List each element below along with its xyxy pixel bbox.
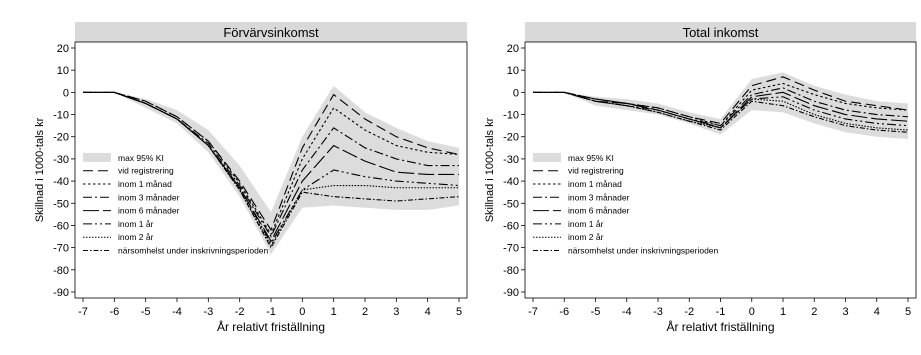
legend-label-inom-1-ar: inom 1 år [118, 219, 154, 229]
chart-title: Total inkomst [683, 25, 759, 40]
x-tick-label: 0 [749, 306, 755, 318]
legend-label-band: max 95% KI [118, 153, 164, 163]
legend-label-narsomhelst-under-inskrivningsperioden: närsomhelst under inskrivningsperioden [568, 246, 719, 256]
series-line-inom-2-ar [83, 91, 459, 247]
y-tick-label: -70 [503, 243, 519, 255]
series-line-narsomhelst-under-inskrivningsperioden [533, 91, 909, 133]
legend-label-vid-registrering: vid registrering [568, 166, 624, 176]
y-tick-label: -90 [53, 287, 69, 299]
x-tick-label: -4 [172, 306, 182, 318]
x-tick-label: -4 [622, 306, 632, 318]
x-tick-label: 4 [874, 306, 880, 318]
y-tick-label: -50 [53, 198, 69, 210]
y-tick-label: -70 [53, 243, 69, 255]
y-tick-label: -30 [53, 154, 69, 166]
confidence-band [533, 72, 908, 139]
y-tick-label: -20 [53, 132, 69, 144]
legend-label-inom-1-ar: inom 1 år [568, 219, 604, 229]
x-tick-label: 5 [456, 306, 462, 318]
x-tick-label: -5 [591, 306, 601, 318]
series-line-inom-1-manad [83, 91, 460, 236]
x-tick-label: 1 [780, 306, 786, 318]
legend-label-inom-1-manad: inom 1 månad [118, 179, 172, 189]
confidence-band [83, 85, 459, 255]
y-tick-label: 20 [57, 43, 69, 55]
x-tick-label: -1 [266, 306, 276, 318]
legend-label-vid-registrering: vid registrering [118, 166, 174, 176]
x-tick-label: 2 [362, 306, 368, 318]
x-tick-label: -5 [141, 306, 151, 318]
legend-label-inom-1-manad: inom 1 månad [568, 179, 622, 189]
legend-swatch-band [533, 152, 561, 162]
y-tick-label: 20 [507, 43, 519, 55]
y-tick-label: -30 [503, 154, 519, 166]
x-tick-label: 0 [299, 306, 305, 318]
y-tick-label: 10 [507, 65, 519, 77]
x-tick-label: -3 [203, 306, 213, 318]
legend-label-narsomhelst-under-inskrivningsperioden: närsomhelst under inskrivningsperioden [118, 246, 269, 256]
y-tick-label: -40 [503, 176, 519, 188]
x-tick-label: 5 [905, 306, 911, 318]
y-tick-label: 0 [63, 87, 69, 99]
x-tick-label: -6 [109, 306, 119, 318]
legend-label-inom-2-ar: inom 2 år [118, 232, 154, 242]
x-tick-label: -2 [235, 306, 245, 318]
panel-forvarvsinkomst: Förvärvsinkomst20100-10-20-30-40-50-60-7… [34, 22, 468, 334]
y-tick-label: -10 [53, 110, 69, 122]
x-tick-label: 1 [331, 306, 337, 318]
y-axis-label: Skillnad i 1000-tals kr [34, 117, 46, 222]
x-tick-label: -2 [684, 306, 694, 318]
legend-label-band: max 95% KI [568, 153, 614, 163]
y-tick-label: -40 [53, 176, 69, 188]
x-tick-label: -7 [528, 306, 538, 318]
series-line-inom-1-ar [533, 91, 909, 129]
panel-total-inkomst: Total inkomst20100-10-20-30-40-50-60-70-… [484, 22, 917, 334]
legend-swatch-band [83, 152, 111, 162]
y-axis-label: Skillnad i 1000-tals kr [484, 117, 496, 222]
y-tick-label: -60 [53, 220, 69, 232]
x-axis-label: År relativt friställning [666, 319, 774, 334]
title-bar [525, 22, 916, 42]
y-tick-label: -50 [503, 198, 519, 210]
y-tick-label: -10 [503, 110, 519, 122]
legend-label-inom-3-manader: inom 3 månader [118, 192, 180, 202]
y-tick-label: -20 [503, 132, 519, 144]
series-line-inom-1-ar [83, 91, 460, 245]
title-bar [75, 22, 467, 42]
series-line-inom-3-manader [533, 87, 909, 127]
x-tick-label: -6 [559, 306, 569, 318]
x-tick-label: 4 [425, 306, 431, 318]
x-tick-label: -7 [78, 306, 88, 318]
y-tick-label: -80 [503, 265, 519, 277]
legend-label-inom-6-manader: inom 6 månader [568, 206, 630, 216]
y-tick-label: -60 [503, 220, 519, 232]
x-tick-label: -1 [716, 306, 726, 318]
chart-title: Förvärvsinkomst [223, 25, 319, 40]
legend-label-inom-2-ar: inom 2 år [568, 232, 604, 242]
legend-label-inom-3-manader: inom 3 månader [568, 192, 630, 202]
legend-label-inom-6-manader: inom 6 månader [118, 206, 180, 216]
series-line-narsomhelst-under-inskrivningsperioden [83, 91, 460, 249]
y-tick-label: 10 [57, 65, 69, 77]
y-tick-label: -80 [53, 265, 69, 277]
x-axis-label: År relativt friställning [217, 319, 325, 334]
y-tick-label: 0 [513, 87, 519, 99]
x-tick-label: 3 [842, 306, 848, 318]
x-tick-label: -3 [653, 306, 663, 318]
series-line-vid-registrering [83, 91, 460, 232]
y-tick-label: -90 [503, 287, 519, 299]
x-tick-label: 2 [811, 306, 817, 318]
x-tick-label: 3 [393, 306, 399, 318]
